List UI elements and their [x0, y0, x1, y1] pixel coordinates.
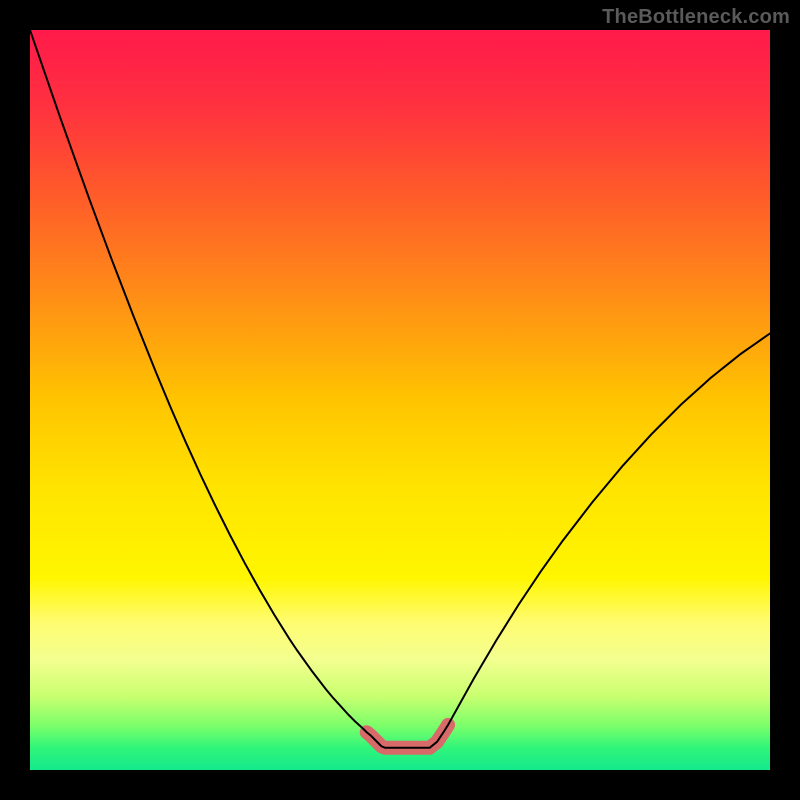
chart-background-gradient	[30, 30, 770, 770]
watermark-text: TheBottleneck.com	[602, 6, 790, 29]
chart-plot-area	[30, 30, 770, 770]
chart-svg	[30, 30, 770, 770]
